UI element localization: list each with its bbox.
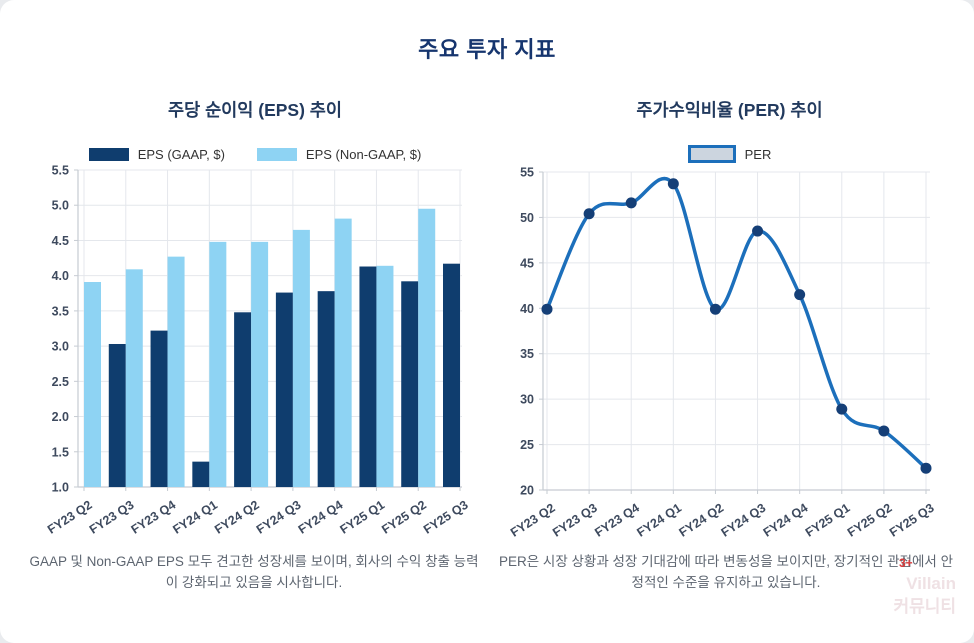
per-marker-2 xyxy=(625,197,637,209)
y-tick-label: 25 xyxy=(520,438,534,452)
gaap-legend-label: EPS (GAAP, $) xyxy=(137,146,225,162)
x-tick-label: FY25 Q3 xyxy=(421,498,471,537)
x-tick-label: FY24 Q2 xyxy=(676,501,726,540)
y-tick-label: 45 xyxy=(520,256,534,270)
bar-gaap-2 xyxy=(150,330,168,487)
x-tick-label: FY24 Q1 xyxy=(634,501,684,540)
bar-nongaap-8 xyxy=(418,208,436,487)
eps-caption: GAAP 및 Non-GAAP EPS 모두 견고한 성장세를 보이며, 회사의… xyxy=(29,554,479,590)
per-legend-label: PER xyxy=(744,146,772,162)
bar-nongaap-0 xyxy=(84,282,101,487)
x-tick-label: FY24 Q4 xyxy=(296,498,346,537)
bar-gaap-1 xyxy=(108,343,126,487)
x-tick-label: FY24 Q2 xyxy=(212,498,262,537)
y-tick-label: 3.5 xyxy=(52,304,69,318)
x-tick-label: FY23 Q3 xyxy=(550,501,600,540)
per-marker-5 xyxy=(752,225,764,237)
bar-gaap-8 xyxy=(401,281,419,487)
bar-gaap-4 xyxy=(234,312,252,487)
per-marker-6 xyxy=(794,289,806,301)
y-tick-label: 1.0 xyxy=(52,481,69,495)
bar-gaap-5 xyxy=(275,292,293,487)
per-marker-8 xyxy=(878,425,890,437)
x-tick-label: FY25 Q2 xyxy=(379,498,429,537)
per-marker-3 xyxy=(667,178,679,190)
x-tick-label: FY25 Q3 xyxy=(887,501,937,540)
bar-gaap-3 xyxy=(192,461,210,487)
y-tick-label: 1.5 xyxy=(52,445,69,459)
y-tick-label: 55 xyxy=(520,166,534,180)
bar-gaap-7 xyxy=(359,266,377,487)
x-tick-label: FY23 Q2 xyxy=(508,501,558,540)
per-marker-0 xyxy=(541,303,553,315)
per-marker-1 xyxy=(583,208,595,220)
watermark-line2: 커뮤니티 xyxy=(893,597,956,617)
per-chart-title: 주가수익비율 (PER) 추이 xyxy=(636,100,823,120)
y-tick-label: 2.5 xyxy=(52,375,69,389)
bar-nongaap-5 xyxy=(292,229,310,487)
y-tick-label: 20 xyxy=(520,484,534,498)
nongaap-legend-label: EPS (Non-GAAP, $) xyxy=(305,146,422,162)
x-tick-label: FY23 Q2 xyxy=(45,498,95,537)
y-tick-label: 5.5 xyxy=(52,164,69,178)
y-tick-label: 35 xyxy=(520,347,534,361)
bar-series-group xyxy=(84,208,460,487)
page-title: 주요 투자 지표 xyxy=(418,37,556,62)
per-line xyxy=(545,176,928,470)
bar-nongaap-7 xyxy=(376,265,394,487)
y-tick-label: 4.5 xyxy=(52,234,69,248)
x-tick-label: FY23 Q4 xyxy=(129,498,179,537)
y-tick-label: 50 xyxy=(520,211,534,225)
y-tick-label: 4.0 xyxy=(52,269,69,283)
y-tick-label: 5.0 xyxy=(52,199,69,213)
per-marker-9 xyxy=(920,462,932,474)
y-tick-label: 2.0 xyxy=(52,410,69,424)
x-tick-label: FY25 Q1 xyxy=(337,498,387,537)
bar-nongaap-3 xyxy=(209,241,227,487)
per-caption: PER은 시장 상황과 성장 기대감에 따라 변동성을 보이지만, 장기적인 관… xyxy=(498,554,954,590)
per-marker-7 xyxy=(836,403,848,415)
bar-gaap-6 xyxy=(317,291,335,487)
nongaap-legend-swatch xyxy=(256,147,297,161)
eps-chart-title: 주당 순이익 (EPS) 추이 xyxy=(168,100,342,120)
x-tick-label: FY24 Q1 xyxy=(170,498,220,537)
x-tick-label: FY25 Q2 xyxy=(845,501,895,540)
bar-nongaap-4 xyxy=(251,241,269,487)
bar-gaap-9 xyxy=(443,263,460,487)
x-tick-label: FY24 Q3 xyxy=(254,498,304,537)
per-legend-swatch xyxy=(687,145,736,163)
per-marker-4 xyxy=(709,303,721,315)
x-tick-label: FY24 Q3 xyxy=(719,501,769,540)
bar-nongaap-2 xyxy=(167,256,185,487)
y-tick-label: 30 xyxy=(520,393,534,407)
per-legend: PER xyxy=(502,144,957,164)
x-tick-label: FY25 Q1 xyxy=(803,501,853,540)
y-tick-label: 40 xyxy=(520,302,534,316)
y-tick-label: 3.0 xyxy=(52,340,69,354)
eps-legend: EPS (GAAP, $) EPS (Non-GAAP, $) xyxy=(30,144,480,164)
x-tick-label: FY24 Q4 xyxy=(761,501,811,540)
bar-nongaap-1 xyxy=(125,269,143,487)
x-tick-label: FY23 Q4 xyxy=(592,501,642,540)
gaap-legend-swatch xyxy=(88,147,129,161)
bar-nongaap-6 xyxy=(334,218,352,487)
x-tick-label: FY23 Q3 xyxy=(87,498,137,537)
